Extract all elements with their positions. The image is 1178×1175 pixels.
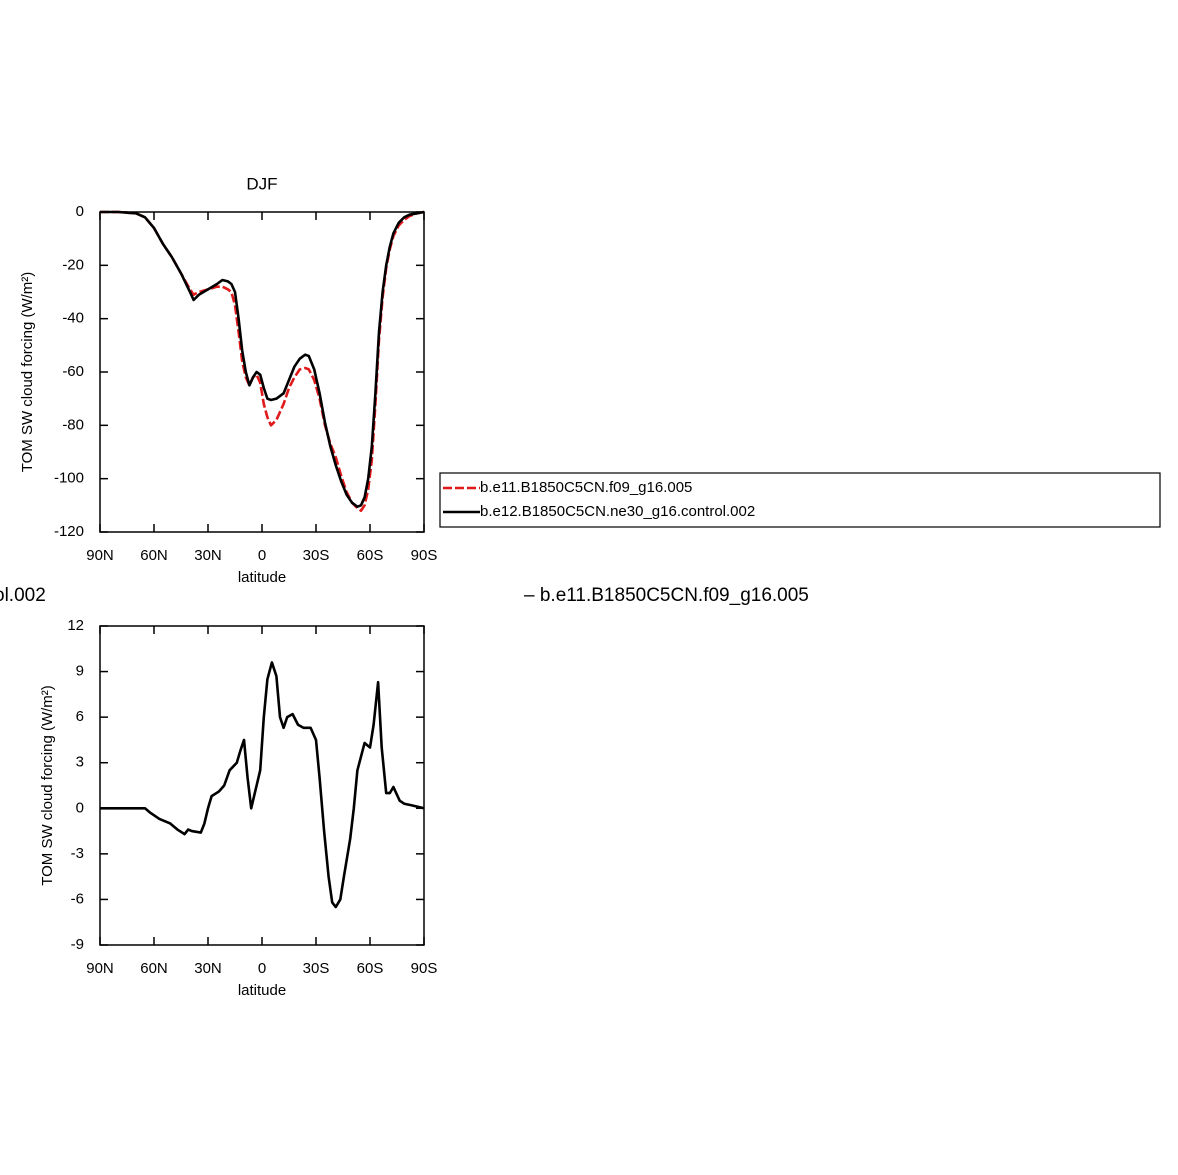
x-tick-label: 60N (140, 547, 168, 564)
x-tick-label: 0 (258, 547, 266, 564)
y-tick-label: 6 (76, 708, 84, 725)
y-tick-label: -80 (62, 416, 84, 433)
x-tick-label: 30S (303, 960, 330, 977)
y-tick-label: -9 (71, 936, 84, 953)
y-tick-label: 0 (76, 203, 84, 220)
data-line (100, 661, 425, 909)
x-tick-label: 90S (411, 960, 438, 977)
y-tick-label: -100 (54, 470, 84, 487)
x-tick-label: 60N (140, 960, 168, 977)
data-line (100, 210, 425, 512)
x-tick-label: 60S (357, 547, 384, 564)
x-axis-label: latitude (238, 569, 286, 586)
x-tick-label: 90N (86, 960, 114, 977)
annotation: – b.e11.B1850C5CN.f09_g16.005 (524, 585, 809, 606)
x-tick-label: 0 (258, 960, 266, 977)
y-tick-label: -6 (71, 890, 84, 907)
y-tick-label: 12 (67, 617, 84, 634)
legend-box (439, 472, 1161, 528)
y-tick-label: -60 (62, 363, 84, 380)
x-tick-label: 30N (194, 547, 222, 564)
plot-frame (99, 625, 425, 946)
y-tick-label: 9 (76, 663, 84, 680)
y-tick-label: -40 (62, 310, 84, 327)
legend-label: b.e12.B1850C5CN.ne30_g16.control.002 (480, 503, 755, 520)
y-tick-label: -3 (71, 845, 84, 862)
y-tick-label: -120 (54, 523, 84, 540)
x-tick-label: 30S (303, 547, 330, 564)
y-tick-label: 0 (76, 799, 84, 816)
y-tick-label: -20 (62, 256, 84, 273)
y-axis-label: TOM SW cloud forcing (W/m²) (19, 272, 36, 473)
y-tick-label: 3 (76, 754, 84, 771)
plot-frame (99, 211, 425, 533)
chart-title: DJF (246, 174, 277, 193)
legend-label: b.e11.B1850C5CN.f09_g16.005 (480, 479, 692, 496)
x-axis-label: latitude (238, 982, 286, 999)
data-line (100, 210, 425, 508)
x-tick-label: 30N (194, 960, 222, 977)
annotation: ol.002 (0, 585, 46, 606)
x-tick-label: 90N (86, 547, 114, 564)
x-tick-label: 90S (411, 547, 438, 564)
y-axis-label: TOM SW cloud forcing (W/m²) (39, 685, 56, 886)
x-tick-label: 60S (357, 960, 384, 977)
